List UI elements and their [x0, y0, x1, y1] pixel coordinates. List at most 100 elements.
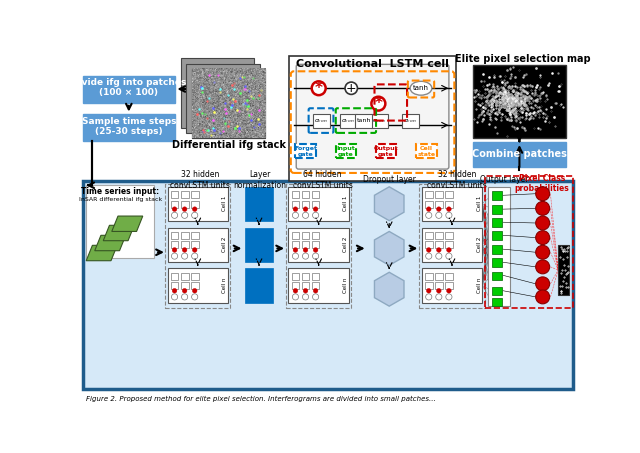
Circle shape — [447, 289, 451, 293]
Text: Output
gate: Output gate — [374, 146, 399, 157]
Bar — [171, 192, 179, 198]
Circle shape — [191, 294, 198, 300]
Circle shape — [313, 289, 318, 293]
Bar — [312, 232, 319, 239]
Circle shape — [536, 290, 550, 304]
Bar — [492, 298, 502, 306]
Text: Time series input:: Time series input: — [81, 187, 159, 196]
Text: $\sigma_{con}$: $\sigma_{con}$ — [314, 116, 328, 125]
Bar — [180, 192, 189, 198]
Bar — [445, 241, 452, 248]
Bar — [191, 201, 198, 207]
Polygon shape — [374, 231, 404, 265]
Bar — [435, 241, 443, 248]
Circle shape — [303, 289, 308, 293]
Bar — [488, 187, 510, 306]
Circle shape — [292, 294, 298, 300]
Bar — [422, 187, 482, 222]
Circle shape — [436, 294, 442, 300]
Circle shape — [182, 294, 188, 300]
Circle shape — [436, 212, 442, 218]
Circle shape — [312, 294, 319, 300]
Circle shape — [293, 248, 298, 252]
Circle shape — [172, 294, 178, 300]
Bar — [425, 232, 433, 239]
Circle shape — [426, 289, 431, 293]
Circle shape — [426, 212, 432, 218]
Bar — [301, 241, 309, 248]
Text: 32 hidden
convLSTM units: 32 hidden convLSTM units — [428, 170, 488, 189]
Circle shape — [193, 207, 197, 212]
Bar — [492, 258, 502, 267]
Text: Figure 2. Proposed method for elite pixel selection. Interferograms are divided : Figure 2. Proposed method for elite pixe… — [86, 396, 436, 402]
Bar — [83, 76, 175, 103]
Text: Cell n: Cell n — [223, 278, 227, 293]
Text: Combine patches: Combine patches — [472, 149, 567, 159]
Bar — [286, 184, 351, 308]
Text: Cell 1: Cell 1 — [477, 196, 482, 212]
Bar — [492, 231, 502, 240]
Circle shape — [182, 289, 187, 293]
Circle shape — [312, 212, 319, 218]
Text: Dropout layer: Dropout layer — [363, 175, 415, 184]
FancyBboxPatch shape — [296, 64, 449, 169]
Text: tanh: tanh — [356, 118, 371, 123]
Bar — [422, 269, 482, 303]
Ellipse shape — [410, 81, 432, 95]
Circle shape — [293, 207, 298, 212]
Bar — [191, 69, 265, 138]
Bar — [435, 282, 443, 289]
Bar — [484, 176, 573, 308]
Circle shape — [536, 231, 550, 245]
Circle shape — [426, 207, 431, 212]
Bar — [312, 282, 319, 289]
Text: Cell 2: Cell 2 — [343, 237, 348, 252]
Polygon shape — [374, 187, 404, 221]
Bar — [180, 282, 189, 289]
Text: $\sigma_{con}$: $\sigma_{con}$ — [341, 116, 355, 125]
Bar — [245, 187, 273, 222]
Bar — [445, 192, 452, 198]
Text: InSAR differential ifg stack: InSAR differential ifg stack — [79, 197, 162, 202]
Bar — [312, 201, 319, 207]
Bar — [171, 282, 179, 289]
Text: Output layer: Output layer — [479, 175, 528, 184]
Bar — [191, 232, 198, 239]
Bar — [289, 187, 349, 222]
Circle shape — [182, 253, 188, 259]
Circle shape — [182, 248, 187, 252]
Bar — [296, 145, 316, 158]
Circle shape — [193, 289, 197, 293]
Polygon shape — [112, 216, 143, 231]
Bar — [473, 65, 566, 138]
Circle shape — [191, 253, 198, 259]
Bar — [292, 232, 300, 239]
Bar — [301, 273, 309, 280]
Bar — [171, 273, 179, 280]
Circle shape — [312, 253, 319, 259]
Bar — [191, 241, 198, 248]
Bar — [492, 192, 502, 200]
Text: $\sigma_{con}$: $\sigma_{con}$ — [372, 116, 386, 125]
Text: Input
gate: Input gate — [337, 146, 355, 157]
Bar — [292, 241, 300, 248]
Bar — [191, 192, 198, 198]
Text: Sample time steps: Sample time steps — [81, 117, 176, 126]
Bar — [422, 227, 482, 262]
Text: Cell
state: Cell state — [417, 146, 435, 157]
Text: Layer
normalization: Layer normalization — [234, 170, 286, 189]
Circle shape — [172, 207, 177, 212]
Bar — [371, 114, 388, 127]
Circle shape — [303, 248, 308, 252]
Bar — [180, 241, 189, 248]
Text: *: * — [315, 81, 323, 96]
Bar — [289, 56, 456, 181]
Bar — [492, 287, 502, 295]
Circle shape — [172, 253, 178, 259]
Bar — [245, 227, 273, 262]
Bar — [289, 227, 349, 262]
Polygon shape — [103, 225, 134, 241]
Circle shape — [292, 212, 298, 218]
Circle shape — [313, 207, 318, 212]
Polygon shape — [374, 272, 404, 306]
